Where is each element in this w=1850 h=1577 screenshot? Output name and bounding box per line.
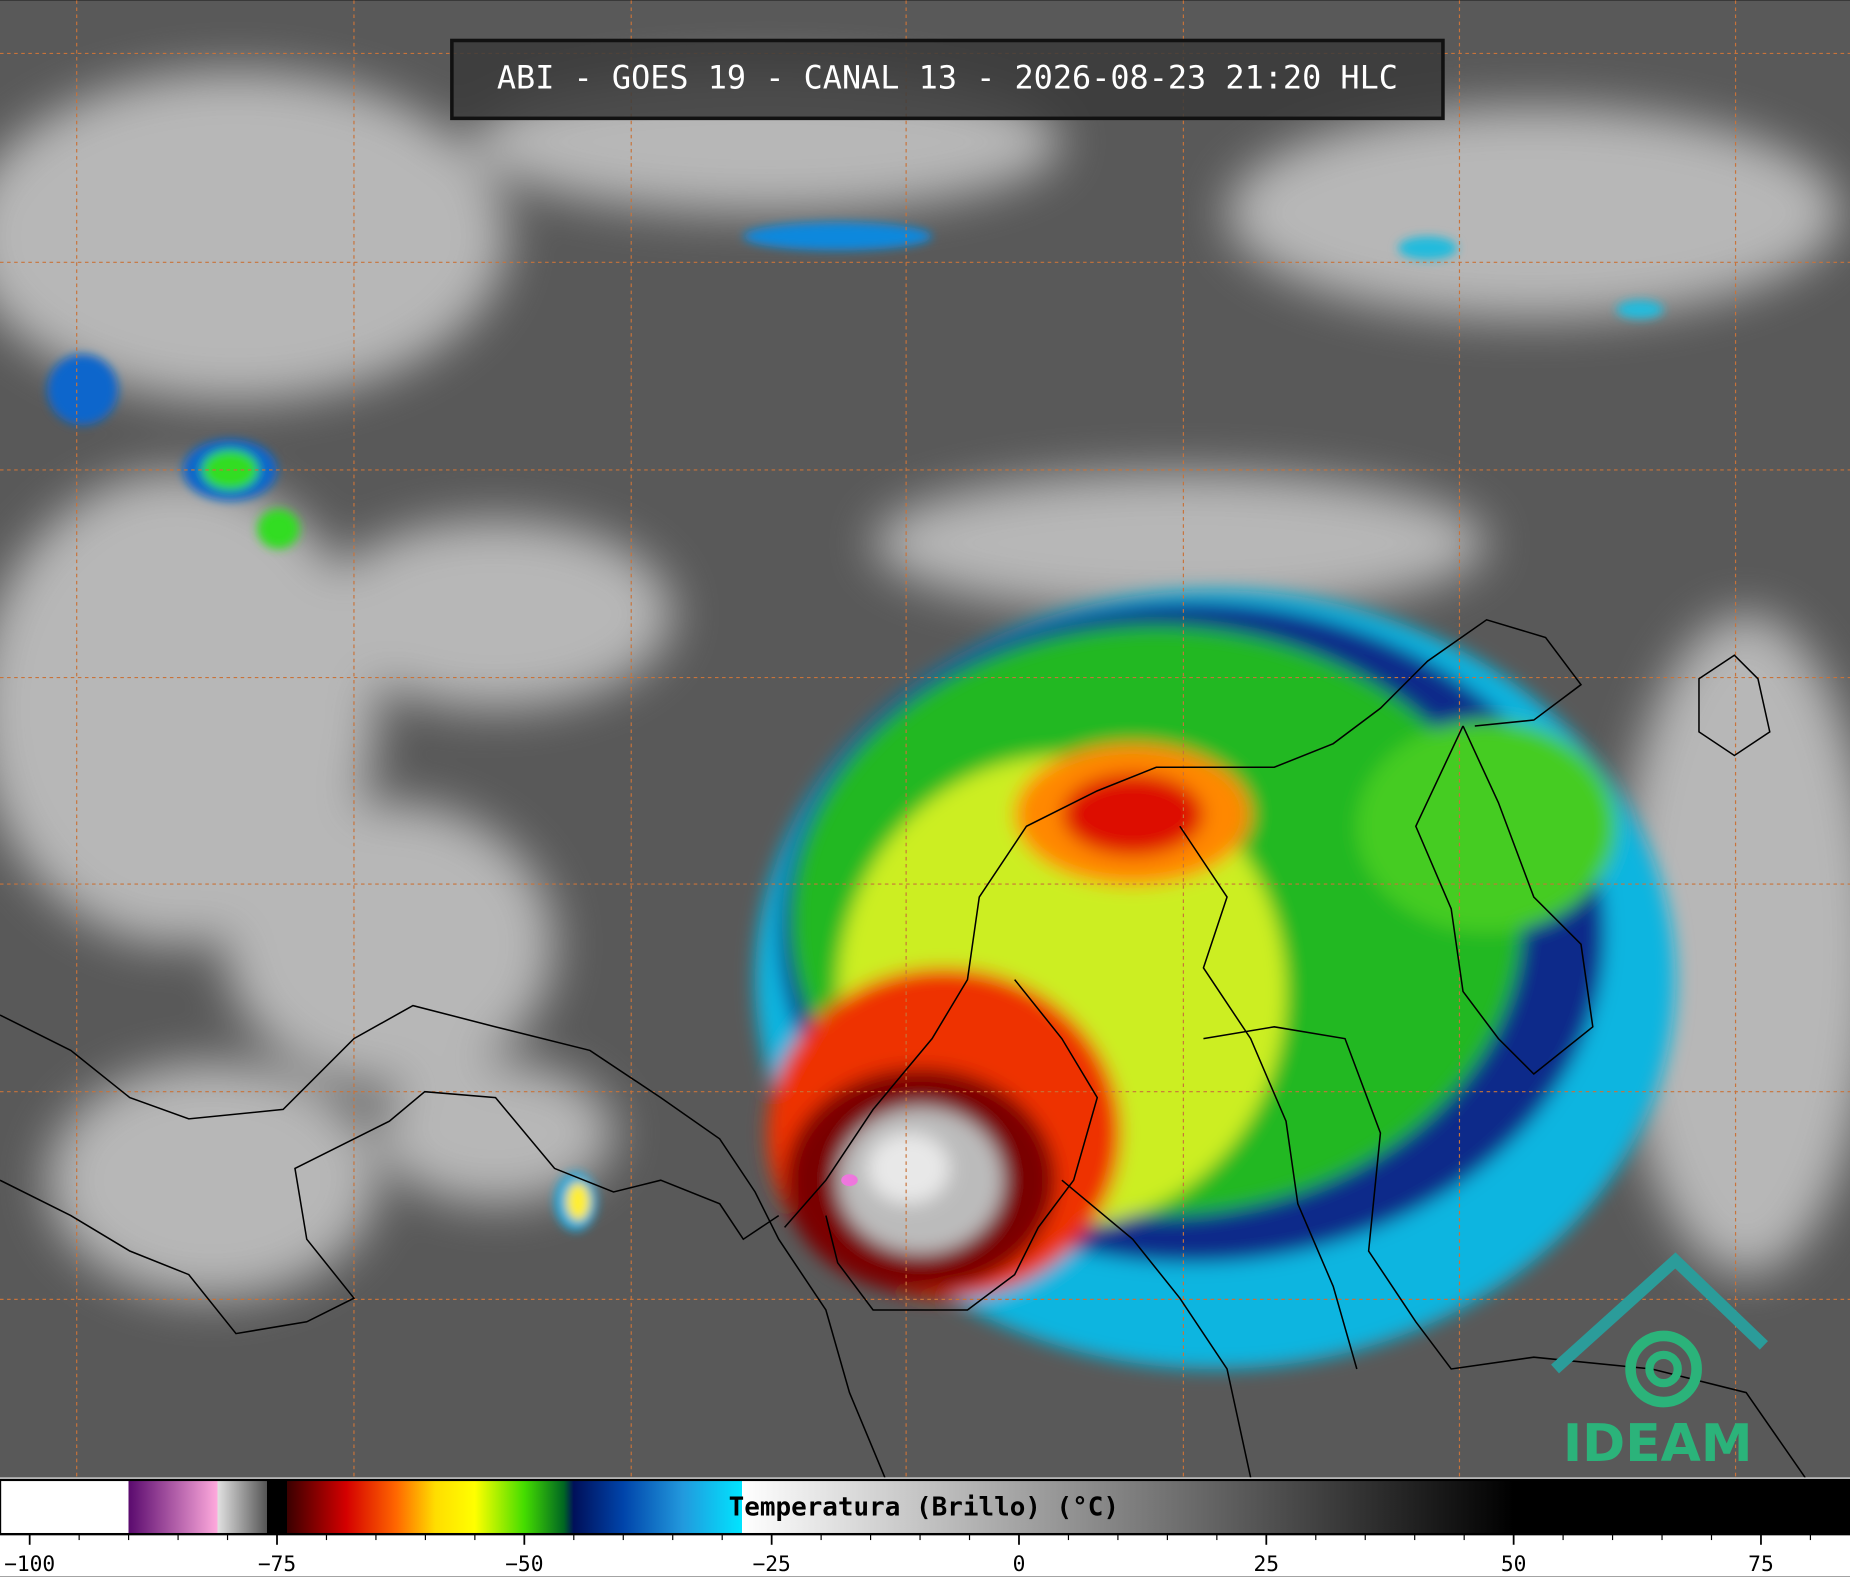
coastlines [0, 618, 1806, 1478]
colorbar-label: Temperatura (Brillo) (°C) [729, 1493, 1119, 1523]
tick-label: −75 [258, 1552, 296, 1577]
title-box: ABI - GOES 19 - CANAL 13 - 2026-08-23 21… [450, 38, 1445, 121]
tick-label: 50 [1501, 1552, 1527, 1577]
tick-label: −100 [4, 1552, 55, 1577]
logo: IDEAM [1551, 1252, 1768, 1474]
satellite-image: IDEAM [0, 0, 1850, 1478]
logo-text: IDEAM [1563, 1414, 1753, 1474]
tick-label: 75 [1748, 1552, 1774, 1577]
graticule [0, 0, 1850, 1478]
title: ABI - GOES 19 - CANAL 13 - 2026-08-23 21… [497, 58, 1398, 96]
tick-label: 25 [1254, 1552, 1280, 1577]
tick-label: −25 [752, 1552, 790, 1577]
tick-label: −50 [505, 1552, 543, 1577]
tick-label: 0 [1013, 1552, 1026, 1577]
colorbar-gradient [0, 1478, 1850, 1536]
colorbar: −100 −75 −50 −25 0 25 50 75 [0, 1478, 1850, 1577]
